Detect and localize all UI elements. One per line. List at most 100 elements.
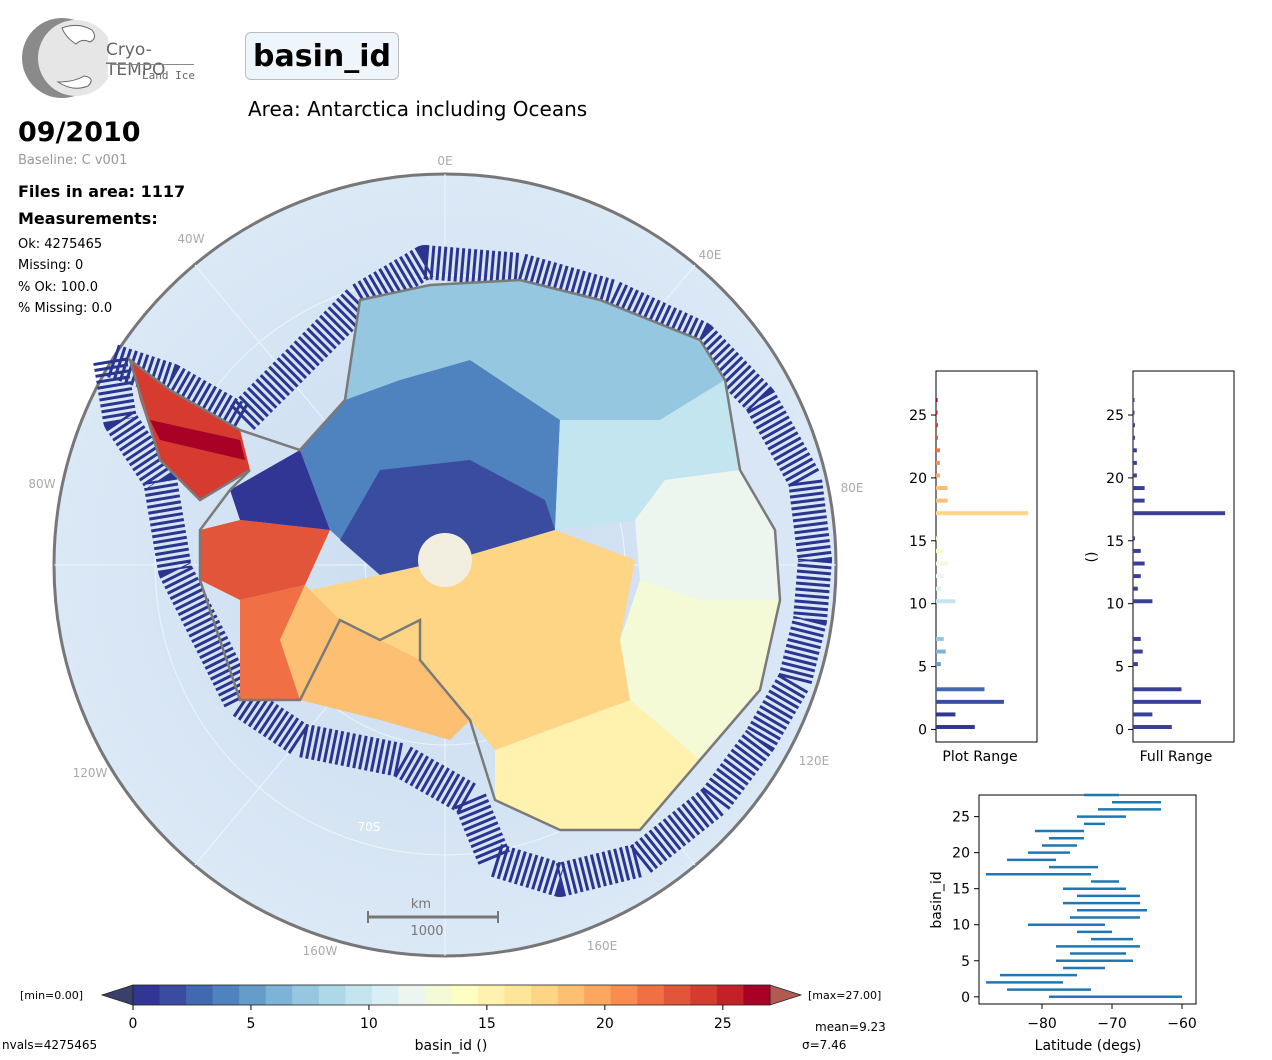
hist-ytick-label: 10	[1106, 597, 1124, 613]
lat-label-70s: 70S	[358, 820, 381, 834]
stat-pct-missing: % Missing: 0.0	[18, 301, 113, 316]
lat-ytick-label: 0	[961, 990, 970, 1006]
scale-bar: km 1000	[367, 897, 499, 939]
colorbar-tick-label: 25	[714, 1016, 732, 1032]
colorbar-swatch	[265, 985, 293, 1005]
hist-bar	[1133, 486, 1145, 491]
hist-bar	[936, 561, 948, 566]
colorbar-swatch	[584, 985, 612, 1005]
hist-bar	[936, 398, 938, 403]
colorbar-max-label: [max=27.00]	[808, 989, 881, 1002]
lon-label-160w: 160W	[303, 944, 338, 958]
hist-bar	[1133, 574, 1141, 579]
mean-label: mean=9.23	[815, 1020, 886, 1034]
hist-bar	[1133, 460, 1137, 465]
hist-bar	[936, 662, 941, 667]
colorbar-swatch	[424, 985, 452, 1005]
hist-full-yticks: 0 5 10 15 20 25	[1106, 408, 1133, 738]
lon-label-120e: 120E	[799, 754, 830, 768]
files-count: Files in area: 1117	[18, 182, 186, 201]
lat-xticks: −80 −70 −60	[1027, 1004, 1197, 1032]
hist-bar	[1133, 511, 1226, 516]
hist-bar	[1133, 423, 1135, 428]
hist-ytick-label: 25	[909, 408, 927, 424]
hist-bar	[936, 712, 956, 717]
colorbar-swatch	[318, 985, 346, 1005]
page-title: basin_id	[245, 32, 399, 80]
colorbar-swatches	[133, 985, 771, 1005]
colorbar-min-arrow	[100, 984, 134, 1006]
scale-distance: 1000	[410, 924, 443, 939]
lon-label-80w: 80W	[28, 477, 55, 491]
hist-bar	[936, 486, 948, 491]
hist-bar	[936, 687, 985, 692]
lat-ytick-label: 20	[952, 846, 970, 862]
colorbar: [min=0.00] [max=27.00] 0 5 10 15 20 25 basin_…	[20, 984, 881, 1054]
hist-bar	[936, 410, 938, 415]
globe-icon	[22, 18, 114, 98]
measurements-label: Measurements:	[18, 209, 158, 228]
colorbar-label: basin_id ()	[415, 1038, 488, 1054]
colorbar-swatch	[743, 985, 771, 1005]
hist-bar	[1133, 435, 1135, 440]
colorbar-tick-label: 15	[478, 1016, 496, 1032]
hist-ytick-label: 15	[909, 534, 927, 550]
hist-bar	[936, 460, 940, 465]
colorbar-swatch	[478, 985, 506, 1005]
colorbar-swatch	[610, 985, 638, 1005]
colorbar-tick-label: 10	[360, 1016, 378, 1032]
hist-plot-bars	[936, 398, 1029, 729]
lon-label-120w: 120W	[73, 766, 108, 780]
stat-missing: Missing: 0	[18, 258, 84, 273]
map-basins	[130, 280, 780, 830]
lon-label-160e: 160E	[587, 939, 618, 953]
hist-bar	[1133, 536, 1135, 541]
colorbar-swatch	[663, 985, 691, 1005]
lat-ytick-label: 5	[961, 954, 970, 970]
colorbar-swatch	[186, 985, 214, 1005]
hist-full-xlabel: Full Range	[1140, 749, 1213, 765]
hist-ytick-label: 10	[909, 597, 927, 613]
logo-divider	[110, 64, 194, 65]
hist-bar	[936, 498, 948, 503]
hist-ytick-label: 25	[1106, 408, 1124, 424]
lon-label-40w: 40W	[177, 232, 204, 246]
latitude-range-chart: 0 5 10 15 20 25 −80 −70 −60 Latitude (degs) bas…	[929, 793, 1197, 1054]
hist-bar	[1133, 398, 1135, 403]
lat-xtick-label: −80	[1027, 1016, 1057, 1032]
hist-bar	[1133, 636, 1141, 641]
hist-bar	[1133, 448, 1137, 453]
colorbar-swatch	[292, 985, 320, 1005]
colorbar-frame	[132, 984, 771, 1006]
hist-full-frame	[1132, 370, 1235, 743]
hist-bar	[1133, 498, 1145, 503]
colorbar-tick-label: 20	[596, 1016, 614, 1032]
hist-bar	[936, 435, 938, 440]
baseline-label: Baseline: C v001	[18, 153, 128, 168]
hist-bar	[1133, 725, 1172, 729]
lat-yticks: 0 5 10 15 20 25	[952, 810, 979, 1006]
polar-map: 0E 40E 80E 120E 160E 160W 120W 80W 40W 7…	[28, 154, 864, 958]
hist-bar	[936, 473, 940, 478]
colorbar-max-arrow	[769, 984, 803, 1006]
nvals-label: nvals=4275465	[2, 1038, 98, 1052]
hist-plot-yticks: 0 5 10 15 20 25	[909, 408, 936, 738]
area-subtitle: Area: Antarctica including Oceans	[248, 97, 588, 121]
scale-unit: km	[411, 897, 431, 912]
hist-bar	[1133, 712, 1153, 717]
hist-plot-frame	[935, 370, 1038, 743]
hist-bar	[936, 511, 1029, 516]
colorbar-swatch	[371, 985, 399, 1005]
hist-bar	[1133, 649, 1143, 654]
hist-bar	[1133, 699, 1201, 704]
hist-bar	[1133, 586, 1138, 591]
colorbar-swatch	[637, 985, 665, 1005]
lon-label-40e: 40E	[699, 248, 722, 262]
hist-bar	[936, 599, 956, 604]
colorbar-swatch	[398, 985, 426, 1005]
lat-xtick-label: −70	[1097, 1016, 1127, 1032]
colorbar-swatch	[212, 985, 240, 1005]
hist-full-range: 0 5 10 15 20 25 Full Range ()	[1084, 370, 1235, 765]
lon-label-80e: 80E	[841, 481, 864, 495]
hist-ytick-label: 15	[1106, 534, 1124, 550]
